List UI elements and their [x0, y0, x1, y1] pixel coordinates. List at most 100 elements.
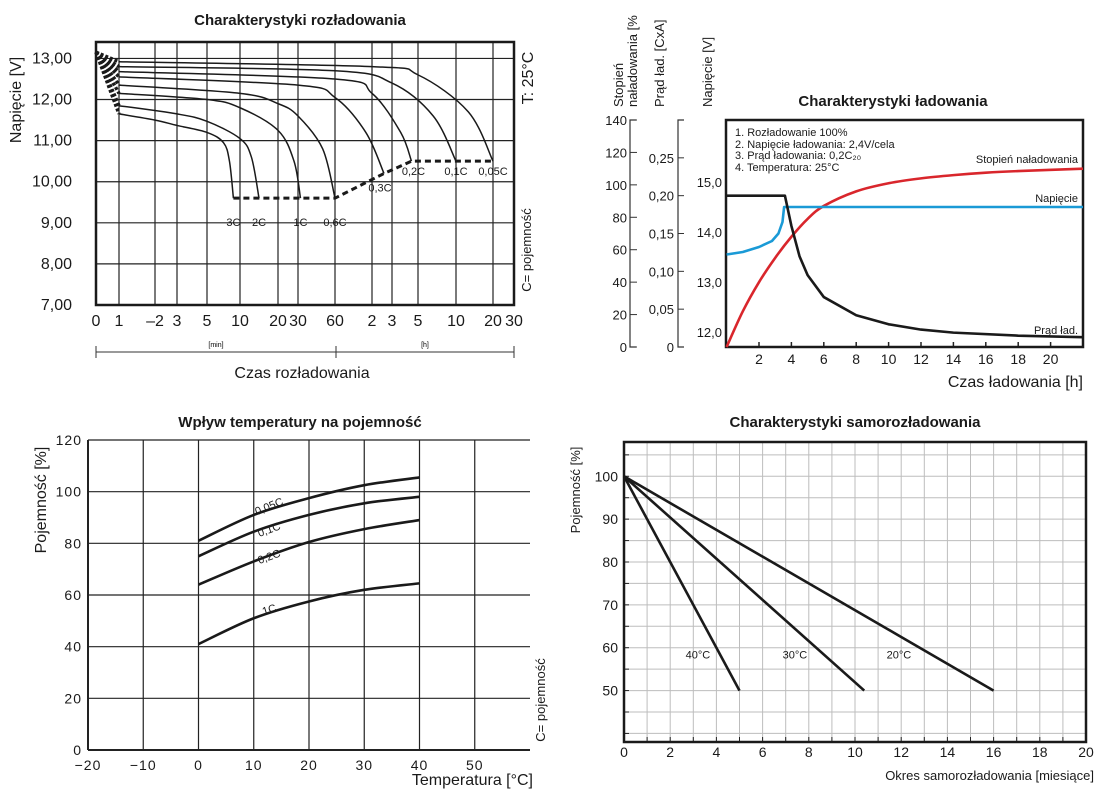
self-discharge-chart-title: Charakterystyki samorozładowania: [730, 414, 982, 431]
initial-dashed-segment: [95, 50, 120, 64]
curve-label: 3C: [226, 217, 240, 229]
current-series-label: Prąd ład.: [1034, 325, 1078, 337]
soc-tick-label: 0: [620, 340, 627, 355]
soc-series-label: Stopień naładowania: [976, 154, 1079, 166]
soc-tick-label: 120: [605, 145, 627, 160]
plot-frame: [622, 440, 1088, 744]
y-tick-label: 10,00: [32, 174, 72, 191]
plot-frame: [94, 40, 516, 307]
curve-label: 0,6C: [323, 217, 346, 229]
capacity-curve-1C: [197, 582, 420, 646]
y-tick-label: 100: [595, 468, 619, 484]
self-discharge-line-0: [622, 475, 741, 692]
x-tick-label: 4: [788, 351, 796, 367]
self-discharge-chart: Charakterystyki samorozładowania Pojemno…: [568, 414, 1094, 783]
x-tick-label: 0: [620, 744, 628, 760]
curve-label: 0,2C: [402, 166, 425, 178]
soc-tick-label: 140: [605, 113, 627, 128]
soc-axis-label-line1: Stopień: [611, 63, 626, 107]
x-tick-label: 6: [759, 744, 767, 760]
soc-axis-label-line2: naładowania [%: [625, 15, 640, 107]
y-tick-label: 60: [602, 640, 618, 656]
capacity-curve-0,2C: [197, 518, 420, 586]
soc-tick-label: 100: [605, 178, 627, 193]
x-tick-label: 18: [1032, 744, 1048, 760]
capacity-annotation: C= pojemność: [519, 208, 534, 292]
x-tick-label: 10: [847, 744, 863, 760]
y-tick-label: 12,00: [32, 92, 72, 109]
temperature-chart-title: Wpływ temperatury na pojemność: [178, 414, 421, 431]
x-tick-label: 14: [940, 744, 956, 760]
x-tick-label: 18: [1010, 351, 1026, 367]
x-tick-label: 14: [946, 351, 962, 367]
x-tick-label: 0: [92, 313, 101, 330]
discharge-curve-3C: [118, 113, 235, 199]
y-tick-label: 80: [64, 535, 82, 551]
series-voltage: [726, 205, 1083, 256]
x-tick-label: 2: [368, 313, 377, 330]
curve-label: 0,05C: [253, 496, 285, 518]
capacity-annotation-2: C= pojemność: [533, 658, 548, 742]
y-tick-label: 100: [56, 484, 82, 500]
x-tick-label: 2: [666, 744, 674, 760]
discharge-curve-0,3C: [118, 76, 385, 174]
discharge-curve-1C: [118, 92, 302, 199]
x-tick-label: 16: [986, 744, 1002, 760]
curve-label: 1C: [293, 217, 307, 229]
x-tick-label: −10: [130, 757, 157, 773]
x-tick-label: 50: [466, 757, 484, 773]
voltage-tick-label: 12,0: [697, 325, 722, 340]
soc-axis-line: [629, 119, 636, 348]
y-tick-label: 7,00: [41, 297, 72, 314]
x-tick-label: 30: [355, 757, 373, 773]
x-tick-label: 4: [713, 744, 721, 760]
line-label: 30°C: [783, 649, 808, 661]
current-tick-label: 0,25: [649, 151, 674, 166]
curve-label: 2C: [252, 217, 266, 229]
x-tick-label: 10: [245, 757, 263, 773]
x-tick-label: 30: [505, 313, 523, 330]
note-2: 2. Napięcie ładowania: 2,4V/cela: [735, 139, 895, 151]
current-tick-label: 0,10: [649, 264, 674, 279]
line-label: 40°C: [686, 649, 711, 661]
x-tick-label: 10: [881, 351, 897, 367]
discharge-curve-0,1C: [118, 65, 457, 162]
curve-label: 0,1C: [444, 166, 467, 178]
series-soc: [725, 167, 1084, 348]
discharge-chart-title: Charakterystyki rozładowania: [194, 12, 406, 29]
y-tick-label: 120: [56, 432, 82, 448]
x-tick-label: 5: [414, 313, 423, 330]
x-tick-label: 16: [978, 351, 994, 367]
discharge-y-axis-label: Napięcie [V]: [8, 57, 25, 143]
minutes-unit-label: [min]: [208, 342, 223, 349]
y-tick-label: 13,00: [32, 50, 72, 67]
y-tick-label: 40: [64, 639, 82, 655]
charging-x-axis-label: Czas ładowania [h]: [948, 374, 1083, 391]
x-tick-label: 20: [1043, 351, 1059, 367]
cutoff-voltage-dashed-line: [233, 159, 493, 200]
plot-frame: [724, 118, 1085, 349]
x-tick-label: 12: [893, 744, 909, 760]
x-tick-label: 30: [289, 313, 307, 330]
initial-dashed-segment: [95, 50, 120, 69]
discharge-curve-0,2C: [118, 70, 413, 162]
x-tick-label: 1: [115, 313, 124, 330]
self-discharge-line-1: [623, 475, 866, 692]
x-tick-label: 2: [755, 351, 763, 367]
curve-label: 0,3C: [368, 183, 391, 195]
x-tick-label: −20: [75, 757, 102, 773]
current-tick-label: 0,15: [649, 227, 674, 242]
hours-unit-label: [h]: [421, 342, 429, 349]
voltage-tick-label: 15,0: [697, 175, 722, 190]
y-tick-label: 9,00: [41, 215, 72, 232]
discharge-chart: Charakterystyki rozładowania Napięcie [V…: [8, 12, 537, 382]
y-tick-label: 0: [73, 742, 82, 758]
voltage-tick-label: 13,0: [697, 275, 722, 290]
y-tick-label: 20: [64, 690, 82, 706]
x-tick-label: 12: [913, 351, 929, 367]
voltage-tick-label: 14,0: [697, 225, 722, 240]
temperature-capacity-chart: Wpływ temperatury na pojemność Pojemność…: [33, 414, 548, 789]
current-tick-label: 0: [667, 340, 674, 355]
x-tick-label: 20: [484, 313, 502, 330]
